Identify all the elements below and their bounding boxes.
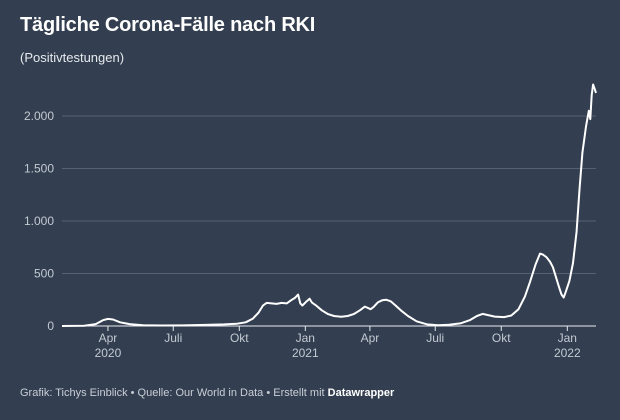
x-tick-label: Apr	[361, 331, 380, 345]
chart-subtitle: (Positivtestungen)	[20, 50, 125, 65]
x-tick-label: Juli	[164, 331, 182, 345]
x-tick-label: Jan	[558, 331, 577, 345]
x-tick-label: Juli	[426, 331, 444, 345]
y-tick-label: 1.500	[24, 162, 54, 176]
y-tick-label: 1.000	[24, 214, 54, 228]
footer-source: Grafik: Tichys Einblick • Quelle: Our Wo…	[20, 387, 328, 399]
chart-footer: Grafik: Tichys Einblick • Quelle: Our Wo…	[20, 387, 394, 399]
x-tick-label: Jan	[296, 331, 315, 345]
y-tick-label: 2.000	[24, 109, 54, 123]
chart-title: Tägliche Corona-Fälle nach RKI	[20, 14, 316, 36]
x-tick-label: Okt	[230, 331, 249, 345]
series-line	[61, 83, 597, 327]
x-tick-year: 2020	[95, 346, 122, 360]
x-tick-label: Apr	[99, 331, 118, 345]
x-tick-label: Okt	[492, 331, 511, 345]
y-tick-label: 0	[47, 319, 54, 333]
y-tick-label: 500	[34, 267, 54, 281]
x-tick-year: 2021	[292, 346, 319, 360]
footer-brand: Datawrapper	[327, 387, 395, 399]
x-tick-year: 2022	[554, 346, 581, 360]
